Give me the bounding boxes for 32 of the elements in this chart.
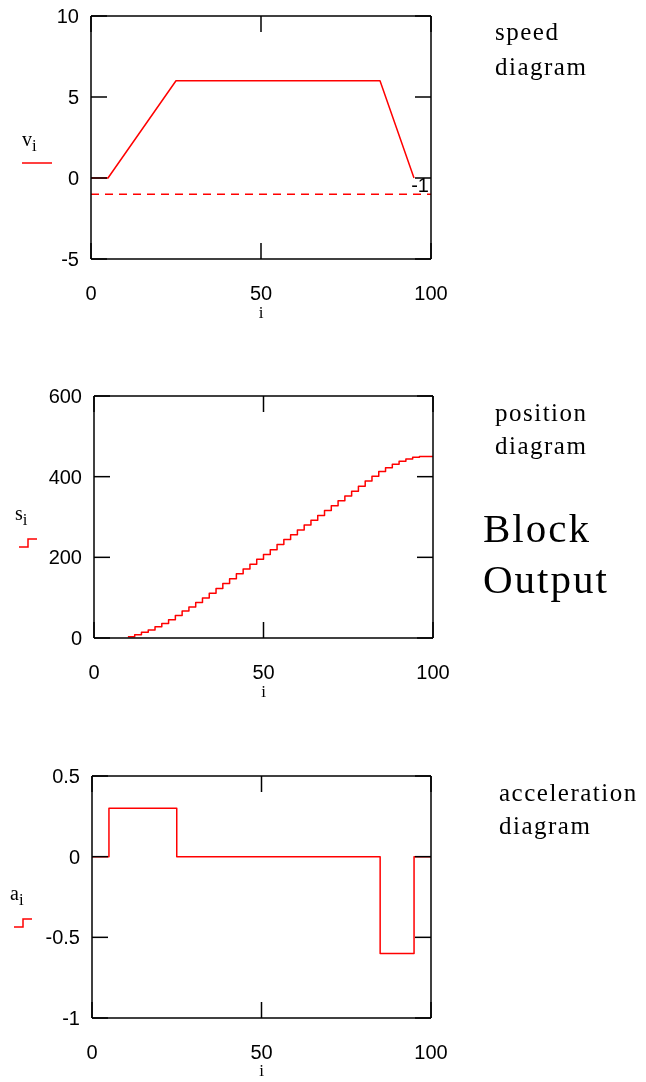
x-tick-label: 100 (414, 1041, 448, 1064)
x-tick-label: 100 (416, 661, 450, 684)
x-tick-label: 100 (414, 282, 448, 305)
text: a$_{i}$ (10, 882, 24, 911)
y-tick-label: 0.5 (52, 765, 80, 788)
y-tick-label: -1 (62, 1007, 80, 1030)
text: position diagram (495, 398, 589, 461)
y-tick-label: -0.5 (45, 926, 80, 949)
text: acceleration diagram (499, 778, 639, 841)
x-tick-label: 0 (88, 661, 100, 684)
text: speed diagram (495, 17, 589, 82)
x-axis-title: i (259, 1061, 265, 1080)
ref-line-label: -1 (411, 174, 429, 197)
y-tick-label: 0 (70, 627, 82, 650)
x-tick-label: 50 (249, 282, 273, 305)
y-tick-label: -5 (61, 248, 79, 271)
text: s$_{i}$ (15, 502, 28, 531)
x-tick-label: 0 (85, 282, 97, 305)
x-tick-label: 50 (250, 1041, 273, 1064)
text: v$_{i}$ (22, 128, 37, 157)
x-axis-title: i (261, 682, 267, 701)
y-tick-label: 0 (68, 845, 80, 868)
y-tick-label: 200 (48, 546, 82, 569)
y-tick-label: 10 (56, 5, 79, 28)
x-tick-label: 50 (252, 661, 275, 684)
y-tick-label: 600 (48, 385, 82, 408)
text: Block Output (483, 504, 610, 604)
y-tick-label: 400 (48, 465, 82, 488)
y-tick-label: 0 (67, 167, 79, 190)
x-tick-label: 0 (86, 1041, 98, 1064)
y-tick-label: 5 (67, 86, 79, 109)
x-axis-title: i (258, 303, 264, 322)
